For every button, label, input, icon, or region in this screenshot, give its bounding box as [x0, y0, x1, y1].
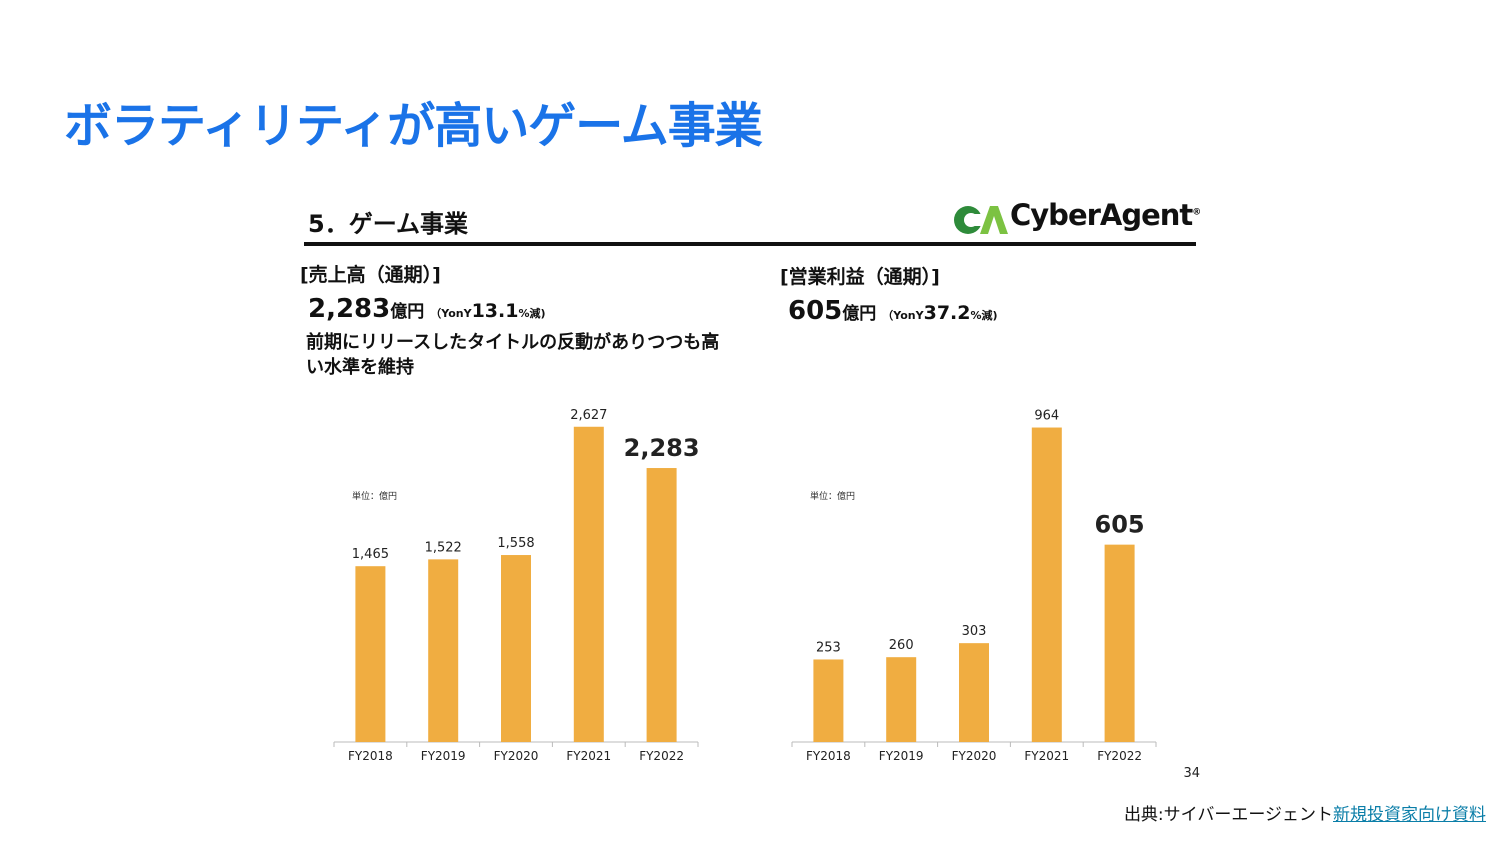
revenue-unit: 億円	[390, 302, 425, 322]
profit-title: [営業利益（通期）]	[780, 266, 940, 288]
revenue-bar-fy2019	[428, 559, 459, 742]
profit-chart: 単位：億円 253 FY2018 260 FY2019 303 FY2020 964 FY202…	[791, 409, 1157, 763]
cyberagent-logo-icon	[954, 206, 1008, 234]
revenue-value-label: 2,627	[570, 408, 607, 423]
revenue-category-label: FY2018	[348, 749, 393, 763]
profit-yoy-suffix: %減)	[970, 309, 998, 322]
revenue-category-label: FY2019	[421, 749, 466, 763]
logo-text: CyberAgent®	[1010, 198, 1201, 232]
profit-unit: 億円	[842, 304, 877, 324]
page-number: 34	[1183, 766, 1200, 781]
profit-yoy-prefix: （YonY	[882, 309, 924, 322]
profit-category-label: FY2018	[806, 749, 851, 763]
revenue-bar-fy2022	[646, 468, 677, 742]
profit-category-label: FY2021	[1024, 749, 1069, 763]
revenue-category-label: FY2020	[494, 749, 539, 763]
revenue-bar-fy2021	[573, 426, 604, 742]
profit-bar-fy2020	[959, 643, 989, 742]
profit-value-label: 964	[1034, 409, 1059, 424]
profit-value-label: 253	[816, 640, 841, 655]
revenue-yoy-value: 13.1	[471, 300, 519, 322]
revenue-yoy-prefix: （YonY	[430, 307, 472, 320]
registered-mark: ®	[1192, 207, 1201, 218]
profit-summary: 605億円 （YonY37.2%減)	[788, 296, 998, 326]
profit-yoy: （YonY37.2%減)	[882, 302, 998, 324]
source-prefix: 出典:サイバーエージェント	[1123, 805, 1333, 825]
profit-bar-fy2022	[1104, 544, 1135, 742]
revenue-yoy: （YonY13.1%減)	[430, 300, 546, 322]
revenue-value-label: 1,465	[352, 547, 389, 562]
profit-value-label: 605	[1095, 511, 1145, 539]
section-title: 5．ゲーム事業	[308, 210, 468, 238]
cyberagent-logo: CyberAgent®	[950, 198, 1201, 242]
revenue-category-label: FY2021	[566, 749, 611, 763]
profit-value-label: 260	[889, 638, 914, 653]
embedded-slide: 5．ゲーム事業 CyberAgent® [売上高（通期）] 2,283億円 （Yo…	[300, 188, 1212, 788]
revenue-yoy-suffix: %減)	[518, 307, 546, 320]
revenue-value-label: 2,283	[624, 434, 700, 462]
profit-category-label: FY2019	[879, 749, 924, 763]
revenue-bar-fy2020	[501, 555, 531, 742]
revenue-value-label: 1,558	[497, 536, 534, 551]
logo-wordmark: CyberAgent	[1010, 198, 1193, 232]
source-credit: 出典:サイバーエージェント新規投資家向け資料	[1124, 800, 1486, 825]
profit-yoy-value: 37.2	[923, 302, 971, 324]
revenue-chart: 単位：億円 1,465 FY2018 1,522 FY2019 1,558 FY2020 2,…	[333, 408, 700, 763]
source-link[interactable]: 新規投資家向け資料	[1333, 805, 1486, 825]
profit-bar-fy2019	[886, 657, 917, 742]
profit-category-label: FY2020	[952, 749, 997, 763]
revenue-value-label: 1,522	[425, 540, 462, 555]
profit-unit-label: 単位：億円	[810, 490, 855, 502]
revenue-bar-fy2018	[355, 566, 386, 742]
revenue-description: 前期にリリースしたタイトルの反動がありつつも高い水準を維持	[306, 332, 720, 378]
revenue-title: [売上高（通期）]	[300, 264, 441, 286]
slide-title: ボラティリティが高いゲーム事業	[64, 98, 763, 154]
revenue-category-label: FY2022	[639, 749, 684, 763]
revenue-amount: 2,283	[308, 294, 391, 324]
profit-bar-fy2018	[813, 659, 844, 742]
revenue-summary: 2,283億円 （YonY13.1%減)	[308, 294, 546, 324]
profit-value-label: 303	[962, 624, 987, 639]
profit-category-label: FY2022	[1097, 749, 1142, 763]
revenue-unit-label: 単位：億円	[352, 490, 397, 502]
section-divider	[304, 242, 1196, 246]
profit-bar-fy2021	[1031, 427, 1062, 742]
profit-amount: 605	[788, 296, 843, 326]
